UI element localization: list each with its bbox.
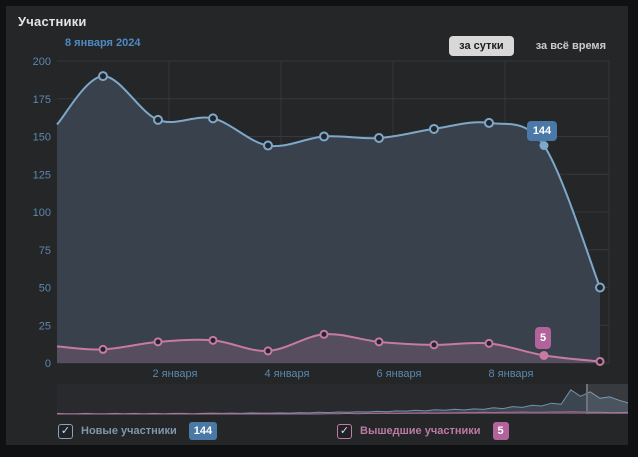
page-title: Участники xyxy=(18,14,87,29)
legend-label-new-members: Новые участники xyxy=(81,425,177,437)
y-tick-label: 175 xyxy=(33,94,51,106)
navigator-selection[interactable] xyxy=(587,384,628,414)
navigator-pink-line xyxy=(57,411,628,415)
legend-value-new-members: 144 xyxy=(188,422,218,440)
x-tick-label: 2 января xyxy=(153,368,198,380)
data-marker xyxy=(153,337,163,347)
data-marker xyxy=(208,113,218,124)
highlight-marker xyxy=(539,141,549,151)
data-marker xyxy=(374,133,384,144)
y-tick-label: 125 xyxy=(33,169,51,181)
data-marker xyxy=(484,338,494,348)
highlight-marker xyxy=(539,350,549,360)
data-marker xyxy=(208,335,218,345)
data-marker xyxy=(429,123,439,134)
data-marker xyxy=(484,117,494,128)
data-marker xyxy=(263,346,273,356)
range-buttons: за сутки за всё время xyxy=(449,36,614,56)
x-tick-label: 6 января xyxy=(377,368,422,380)
data-marker xyxy=(374,337,384,347)
legend-value-left-members: 5 xyxy=(492,422,509,440)
data-marker xyxy=(595,282,605,293)
data-marker xyxy=(319,131,329,142)
x-tick-label: 8 января xyxy=(489,368,534,380)
y-tick-label: 75 xyxy=(39,245,51,257)
legend-label-left-members: Вышедшие участники xyxy=(360,425,481,437)
data-marker xyxy=(319,329,329,339)
participants-panel: Участники 8 января 2024 за сутки за всё … xyxy=(6,6,628,445)
legend: ✓ Новые участники 144 ✓ Вышедшие участни… xyxy=(6,420,628,444)
y-tick-label: 100 xyxy=(33,207,51,219)
y-tick-label: 150 xyxy=(33,132,51,144)
tooltip-date-label: 8 января 2024 xyxy=(65,37,141,49)
data-marker xyxy=(263,140,273,151)
range-button-alltime[interactable]: за всё время xyxy=(528,36,614,56)
y-tick-label: 25 xyxy=(39,320,51,332)
y-tick-label: 50 xyxy=(39,283,51,295)
y-tick-label: 200 xyxy=(33,56,51,68)
new-members-area xyxy=(57,76,600,363)
checkbox-left-members-icon[interactable]: ✓ xyxy=(337,423,352,439)
data-marker xyxy=(595,356,605,366)
x-tick-label: 4 января xyxy=(265,368,310,380)
data-marker xyxy=(153,114,163,125)
range-button-day[interactable]: за сутки xyxy=(449,36,514,56)
left-members-area xyxy=(57,334,600,363)
data-marker xyxy=(429,340,439,350)
data-marker xyxy=(98,71,108,82)
checkbox-new-members-icon[interactable]: ✓ xyxy=(58,423,73,439)
y-tick-label: 0 xyxy=(45,358,51,370)
navigator-pink-area xyxy=(57,411,628,414)
main-chart[interactable]: 0 25 50 75 100 125 150 175 200 2 января 4 января 6 … xyxy=(6,6,628,418)
legend-item-left-members[interactable]: ✓ Вышедшие участники 5 xyxy=(337,422,509,440)
navigator-blue-line xyxy=(56,389,628,415)
legend-item-new-members[interactable]: ✓ Новые участники 144 xyxy=(58,422,218,440)
data-marker xyxy=(98,344,108,354)
